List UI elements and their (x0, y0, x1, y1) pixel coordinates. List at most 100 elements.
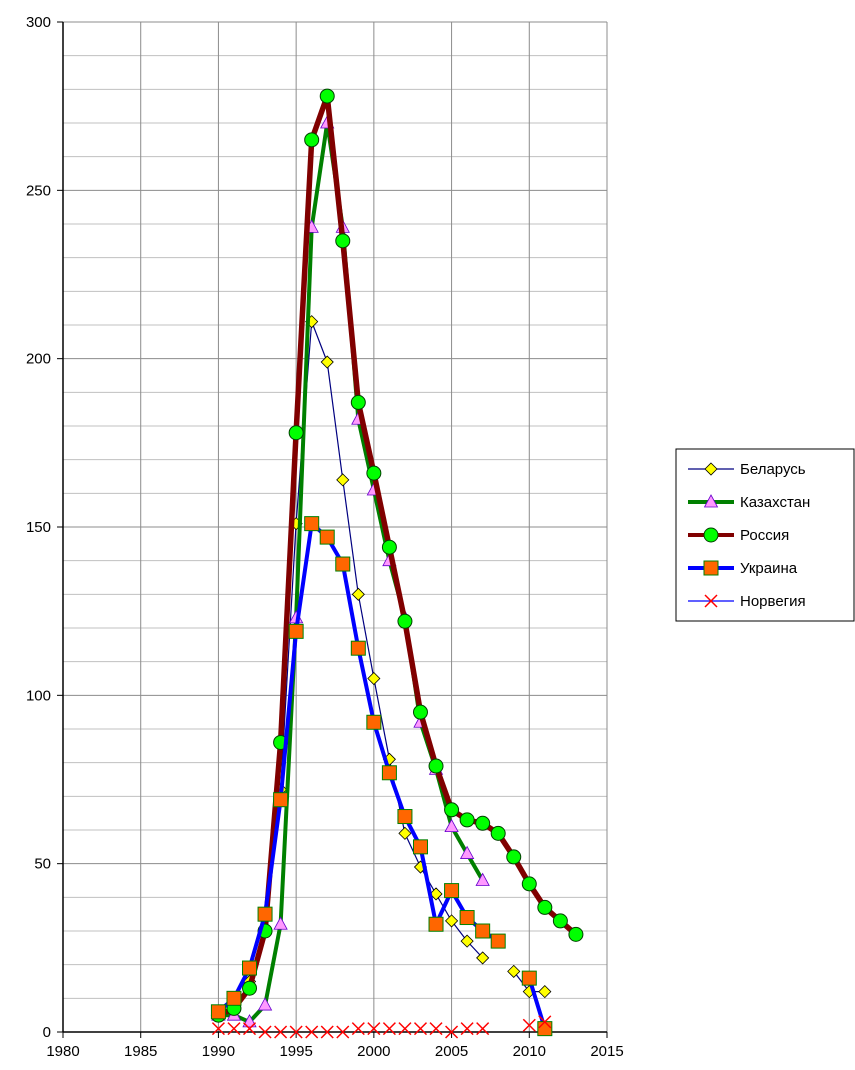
data-point (507, 964, 521, 978)
data-point (336, 1025, 350, 1039)
data-point (429, 1022, 443, 1036)
data-point (320, 1025, 334, 1039)
data-point (304, 516, 320, 532)
data-point (257, 997, 273, 1011)
legend-item: Россия (688, 527, 789, 544)
data-point (521, 970, 537, 986)
data-point (445, 1025, 459, 1039)
x-tick-label: 2015 (590, 1043, 623, 1060)
data-point (350, 640, 366, 656)
data-point (412, 839, 428, 855)
data-point (210, 1004, 226, 1020)
data-point (537, 1021, 553, 1037)
data-point (398, 1022, 412, 1036)
y-tick-label: 200 (26, 351, 51, 368)
data-point (366, 714, 382, 730)
data-point (537, 899, 553, 915)
legend-label: Беларусь (740, 461, 806, 478)
data-point (350, 394, 366, 410)
data-point (367, 1022, 381, 1036)
data-point (490, 825, 506, 841)
x-tick-label: 2010 (513, 1043, 546, 1060)
data-point (476, 1022, 490, 1036)
x-tick-label: 2005 (435, 1043, 468, 1060)
data-point (397, 613, 413, 629)
legend-label: Норвегия (740, 593, 806, 610)
y-tick-label: 50 (34, 856, 51, 873)
data-point (258, 1025, 272, 1039)
legend-marker (704, 594, 718, 608)
data-point (273, 792, 289, 808)
data-point (242, 960, 258, 976)
data-point (366, 465, 382, 481)
data-point (242, 980, 258, 996)
legend-item: Украина (688, 560, 798, 577)
data-point (538, 985, 552, 999)
y-tick-label: 250 (26, 182, 51, 199)
data-point (351, 587, 365, 601)
legend-label: Казахстан (740, 494, 810, 511)
series-line (527, 976, 547, 1031)
data-point (552, 913, 568, 929)
legend-item: Казахстан (688, 494, 810, 511)
data-point (476, 951, 490, 965)
data-point (475, 872, 490, 886)
data-point (351, 1022, 365, 1036)
data-point (412, 704, 428, 720)
data-point (459, 910, 475, 926)
data-point (568, 926, 584, 942)
x-tick-label: 1995 (279, 1043, 312, 1060)
data-point (257, 906, 273, 922)
y-tick-label: 300 (26, 14, 51, 31)
data-point (289, 1025, 303, 1039)
data-point (444, 802, 460, 818)
legend-marker (703, 527, 719, 543)
x-tick-label: 1980 (46, 1043, 79, 1060)
data-point (506, 849, 522, 865)
data-point (211, 1022, 225, 1036)
series-layer (210, 88, 584, 1039)
legend: Беларусь Казахстан Россия Украина Норвегия (675, 448, 855, 622)
data-point (413, 1022, 428, 1036)
data-point (367, 671, 381, 686)
legend-item: Беларусь (688, 461, 806, 478)
data-point (304, 132, 320, 148)
data-point (226, 990, 242, 1006)
data-point (381, 765, 397, 781)
data-point (242, 1022, 257, 1036)
data-point (288, 623, 304, 639)
data-point (274, 1025, 288, 1039)
legend-item: Норвегия (688, 593, 806, 610)
data-point (538, 1015, 552, 1029)
data-point (460, 1022, 474, 1036)
data-point (273, 916, 288, 930)
y-tick-label: 0 (43, 1024, 51, 1041)
minor-gridlines (63, 55, 607, 999)
data-point (335, 556, 351, 572)
data-point (521, 876, 537, 892)
data-point (444, 818, 459, 833)
data-point (445, 914, 459, 928)
data-point (319, 529, 335, 545)
data-point (305, 1025, 319, 1039)
data-point (460, 934, 474, 948)
legend-marker (704, 462, 718, 476)
legend-marker (703, 494, 719, 508)
data-point (428, 916, 444, 932)
data-point (288, 425, 304, 441)
tick-labels: 0 50 100 150 200 250 300 1980 1985 1990 1995 2000 20… (26, 14, 624, 1060)
series-4 (211, 1015, 552, 1039)
data-point (490, 933, 506, 949)
data-point (475, 923, 491, 939)
data-point (320, 355, 334, 369)
data-point (336, 473, 350, 487)
x-tick-label: 1990 (202, 1043, 235, 1060)
legend-label: Украина (740, 560, 798, 577)
data-point (398, 826, 412, 840)
series-2 (210, 88, 584, 1023)
legend-label: Россия (740, 527, 789, 544)
data-point (459, 845, 475, 859)
data-point (459, 812, 475, 828)
data-point (475, 815, 491, 831)
